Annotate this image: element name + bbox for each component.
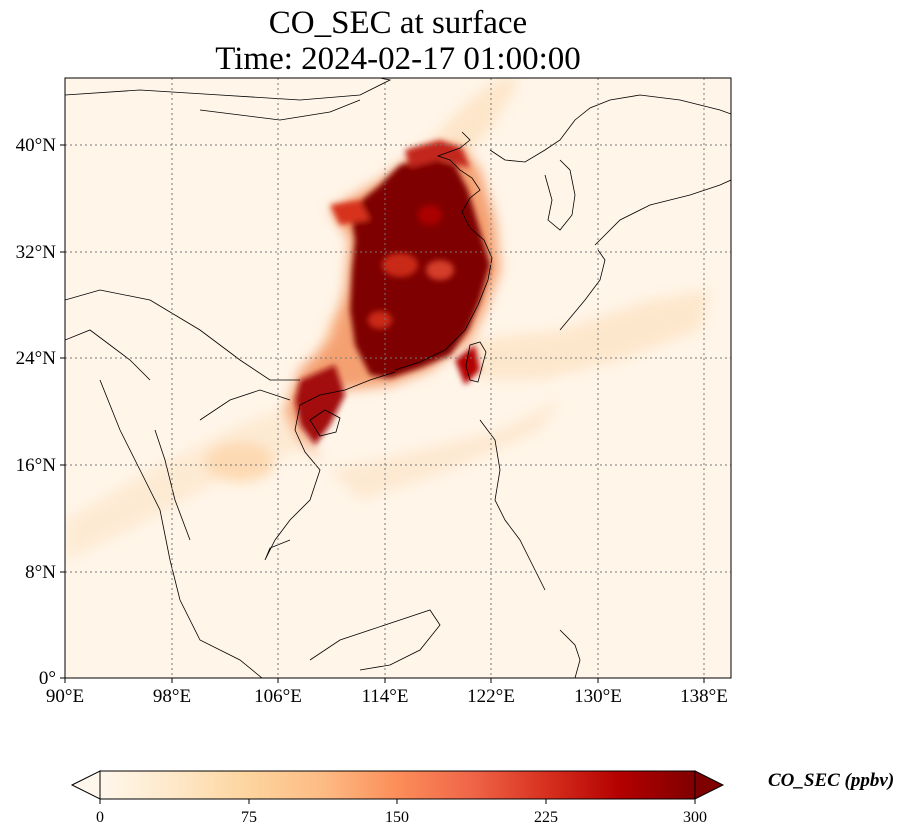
map-title: CO_SEC at surface	[268, 5, 528, 41]
lat-tick-label: 16°N	[16, 455, 57, 476]
colorbar: 0 75 150 225 300	[70, 770, 725, 826]
colorbar-tick-label: 0	[96, 809, 104, 826]
map-frame	[64, 77, 732, 679]
coastlines	[65, 78, 731, 678]
lon-tick-label: 106°E	[254, 686, 302, 707]
lon-tick-label: 90°E	[46, 686, 84, 707]
colorbar-tick-label: 150	[385, 809, 409, 826]
lat-tick-label: 32°N	[16, 242, 57, 263]
lat-tick-label: 24°N	[16, 348, 57, 369]
colorbar-tick-label: 225	[534, 809, 558, 826]
lon-tick-label: 98°E	[153, 686, 191, 707]
lat-tick-label: 8°N	[25, 562, 56, 583]
concentration-field	[65, 78, 731, 678]
lat-tick-label: 40°N	[16, 135, 57, 156]
gridlines	[65, 78, 731, 678]
colorbar-extend-max	[694, 770, 725, 800]
lon-tick-label: 130°E	[574, 686, 622, 707]
colorbar-label: CO_SEC (ppbv)	[768, 770, 895, 791]
lon-tick-label: 138°E	[680, 686, 728, 707]
colorbar-tick-label: 300	[683, 809, 707, 826]
lon-tick-label: 114°E	[362, 686, 409, 707]
lat-tick-label: 0°	[39, 668, 56, 689]
lon-tick-label: 122°E	[467, 686, 515, 707]
colorbar-gradient	[100, 771, 695, 799]
map-subtitle-time: Time: 2024-02-17 01:00:00	[215, 41, 581, 77]
colorbar-extend-min	[70, 770, 101, 800]
colorbar-tick-label: 75	[241, 809, 257, 826]
